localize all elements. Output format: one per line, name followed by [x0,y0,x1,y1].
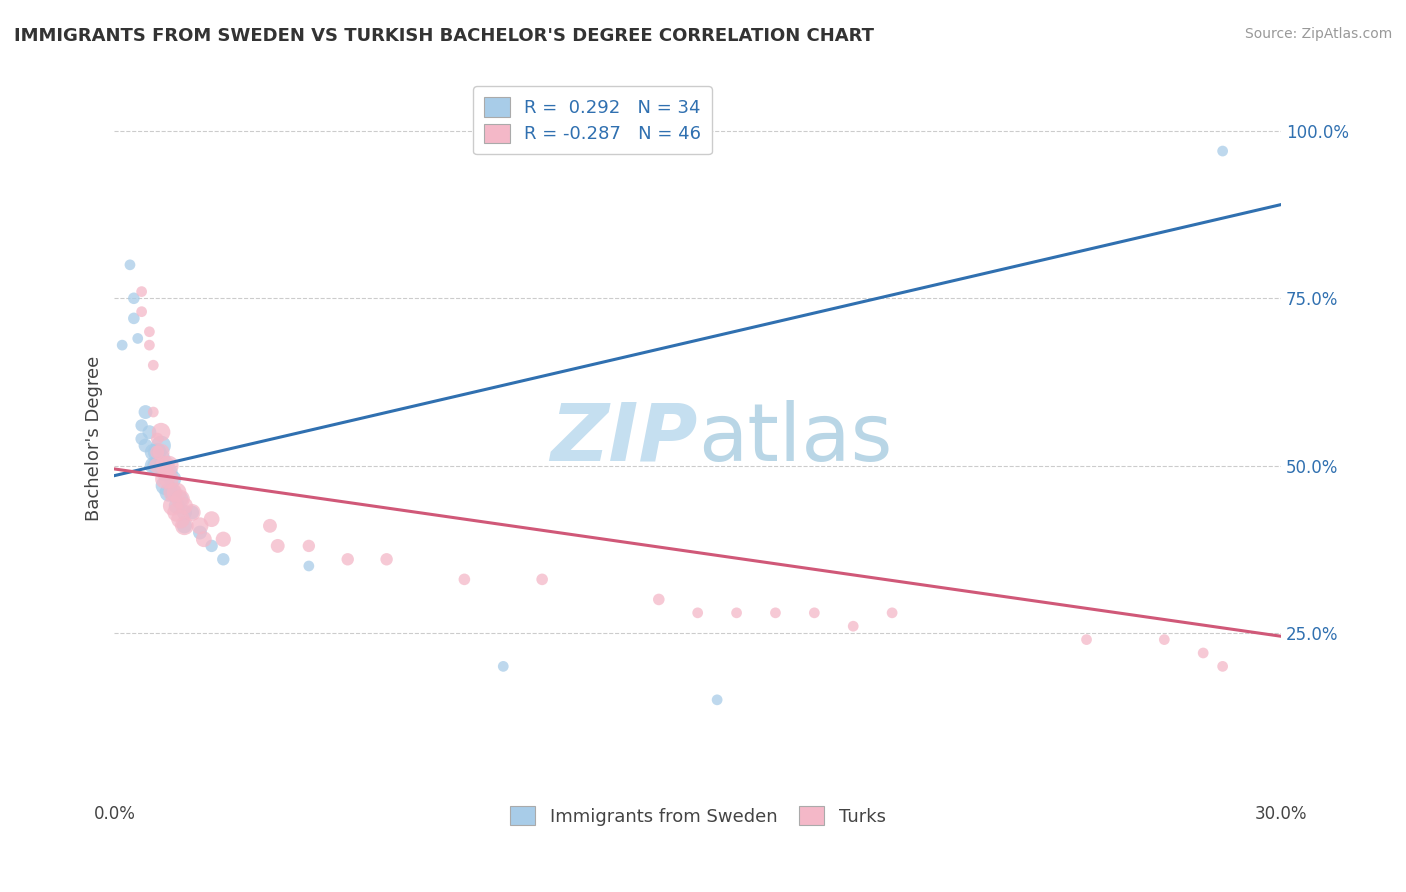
Point [882,606,904,620]
Point [162,485,184,500]
Point [1076,632,1098,647]
Point [201,512,224,526]
Point [1212,659,1234,673]
Point [169,491,191,506]
Legend: Immigrants from Sweden, Turks: Immigrants from Sweden, Turks [501,797,894,835]
Point [142,458,165,473]
Point [492,659,515,673]
Point [162,485,184,500]
Point [146,458,169,473]
Point [188,518,211,533]
Text: Source: ZipAtlas.com: Source: ZipAtlas.com [1244,27,1392,41]
Point [201,539,224,553]
Point [131,285,153,299]
Point [166,505,188,519]
Point [127,331,149,345]
Point [336,552,359,566]
Point [131,418,153,433]
Point [725,606,748,620]
Point [131,432,153,446]
Point [134,438,156,452]
Point [259,518,281,533]
Point [146,445,169,459]
Point [157,458,180,473]
Point [157,465,180,479]
Text: ZIP: ZIP [550,400,697,478]
Point [111,338,134,352]
Point [706,693,728,707]
Point [686,606,709,620]
Text: IMMIGRANTS FROM SWEDEN VS TURKISH BACHELOR'S DEGREE CORRELATION CHART: IMMIGRANTS FROM SWEDEN VS TURKISH BACHEL… [14,27,875,45]
Point [153,478,176,492]
Point [531,573,554,587]
Point [193,533,215,547]
Point [138,425,160,439]
Point [122,291,145,305]
Point [138,325,160,339]
Point [162,472,184,486]
Point [842,619,865,633]
Point [134,405,156,419]
Text: atlas: atlas [697,400,891,478]
Point [142,445,165,459]
Point [173,518,195,533]
Point [212,533,235,547]
Point [150,451,173,466]
Point [131,304,153,318]
Point [122,311,145,326]
Point [173,518,195,533]
Point [153,472,176,486]
Point [173,499,195,513]
Point [453,573,475,587]
Point [142,358,165,372]
Point [150,445,173,459]
Point [169,491,191,506]
Point [157,485,180,500]
Point [138,338,160,352]
Point [157,472,180,486]
Point [142,405,165,419]
Point [118,258,141,272]
Point [150,425,173,439]
Point [375,552,398,566]
Point [648,592,671,607]
Point [298,539,321,553]
Point [1153,632,1175,647]
Point [803,606,825,620]
Point [153,465,176,479]
Point [1212,144,1234,158]
Point [146,458,169,473]
Point [181,505,204,519]
Point [146,432,169,446]
Point [267,539,290,553]
Point [146,445,169,459]
Point [212,552,235,566]
Point [169,512,191,526]
Point [162,499,184,513]
Point [181,505,204,519]
Point [188,525,211,540]
Point [166,499,188,513]
Point [153,458,176,473]
Point [1192,646,1215,660]
Point [765,606,787,620]
Point [173,505,195,519]
Y-axis label: Bachelor's Degree: Bachelor's Degree [86,356,103,522]
Point [298,559,321,574]
Point [166,485,188,500]
Point [150,438,173,452]
